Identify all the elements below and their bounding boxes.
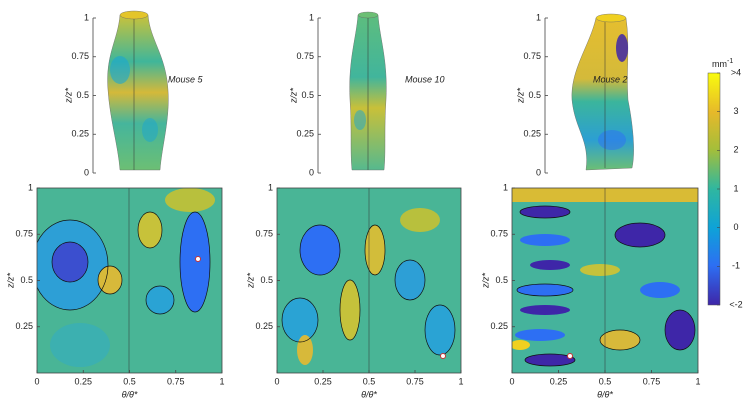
colorbar-tick-label: 1 — [733, 183, 738, 193]
contour-map — [512, 188, 698, 373]
y-tick-label: 0.5 — [20, 275, 33, 285]
y-tick-label: 0 — [309, 167, 314, 177]
y-tick-label: 0.25 — [296, 129, 314, 139]
colorbar-tick-label: -1 — [732, 261, 740, 271]
x-tick-label: 0.5 — [599, 376, 612, 386]
y-tick-label: 0.75 — [523, 51, 541, 61]
x-tick-label: 0.25 — [314, 376, 332, 386]
x-axis-label: θ/θ* — [361, 389, 377, 399]
y-tick-label: 1 — [268, 182, 273, 192]
y-tick-label: 1 — [536, 12, 541, 22]
y-axis-label: z/z* — [515, 88, 525, 105]
axis — [92, 17, 96, 174]
axis — [511, 187, 699, 374]
x-tick-label: 0.75 — [167, 376, 185, 386]
x-tick-label: 0.25 — [550, 376, 568, 386]
surface-3d — [107, 10, 634, 171]
colorbar-tick-label: 2 — [733, 145, 738, 155]
colorbar-tick-label: >4 — [731, 67, 741, 77]
y-tick-label: 0.5 — [528, 90, 541, 100]
x-tick-label: 1 — [219, 376, 224, 386]
panel-label: Mouse 2 — [593, 74, 628, 84]
y-tick-label: 0.75 — [255, 229, 273, 239]
axis — [544, 17, 548, 174]
y-tick-label: 0.75 — [490, 229, 508, 239]
y-tick-label: 1 — [84, 12, 89, 22]
x-tick-label: 0 — [274, 376, 279, 386]
y-tick-label: 0.25 — [71, 129, 89, 139]
x-axis-label: θ/θ* — [122, 389, 138, 399]
axis — [36, 187, 223, 374]
unit-exponent: -1 — [727, 58, 733, 65]
colorbar-tick-label: 3 — [733, 106, 738, 116]
x-tick-label: 0.5 — [123, 376, 136, 386]
y-axis-label: z/z* — [288, 88, 298, 105]
x-tick-label: 1 — [458, 376, 463, 386]
y-tick-label: 0 — [536, 167, 541, 177]
x-tick-label: 0.25 — [74, 376, 92, 386]
y-tick-label: 0.75 — [296, 51, 314, 61]
y-axis-label: z/z* — [480, 273, 490, 290]
y-tick-label: 0.5 — [495, 275, 508, 285]
y-tick-label: 0.25 — [490, 321, 508, 331]
y-tick-label: 0.25 — [255, 321, 273, 331]
x-tick-label: 0 — [509, 376, 514, 386]
x-tick-label: 1 — [695, 376, 700, 386]
axis — [276, 187, 462, 374]
y-tick-label: 1 — [28, 182, 33, 192]
y-tick-label: 0.25 — [523, 129, 541, 139]
x-tick-label: 0.5 — [363, 376, 376, 386]
y-tick-label: 0.25 — [15, 321, 33, 331]
y-axis-label: z/z* — [63, 88, 73, 105]
panel-label: Mouse 10 — [405, 74, 445, 84]
y-tick-label: 1 — [309, 12, 314, 22]
colorbar-tick-label: <-2 — [729, 299, 742, 309]
contour-map — [277, 188, 461, 373]
x-tick-label: 0.75 — [406, 376, 424, 386]
y-axis-label: z/z* — [5, 273, 15, 290]
x-axis-label: θ/θ* — [597, 389, 613, 399]
y-tick-label: 0 — [84, 167, 89, 177]
y-tick-label: 1 — [503, 182, 508, 192]
y-tick-label: 0.5 — [301, 90, 314, 100]
colorbar-tick-label: 0 — [733, 222, 738, 232]
y-tick-label: 0.5 — [76, 90, 89, 100]
x-tick-label: 0 — [34, 376, 39, 386]
axis — [317, 17, 321, 174]
y-axis-label: z/z* — [245, 273, 255, 290]
y-tick-label: 0.5 — [260, 275, 273, 285]
y-tick-label: 0.75 — [71, 51, 89, 61]
unit: mm — [712, 59, 727, 69]
x-tick-label: 0.75 — [643, 376, 661, 386]
colorbar-unit: mm-1 — [712, 58, 733, 70]
contour-map — [37, 188, 222, 373]
y-tick-label: 0.75 — [15, 229, 33, 239]
panel-label: Mouse 5 — [168, 74, 204, 84]
